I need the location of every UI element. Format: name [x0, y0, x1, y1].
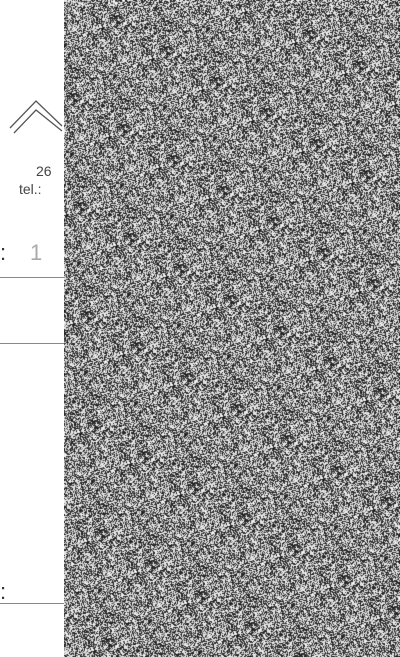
- divider-line-2: [0, 343, 64, 344]
- field-label-2: :: [0, 579, 7, 604]
- tel-label: tel.:: [19, 181, 42, 197]
- field-value-1: 1: [30, 240, 45, 265]
- divider-line-1: [0, 277, 64, 278]
- divider-line-3: [0, 603, 64, 604]
- noise-overlay: [64, 0, 400, 657]
- address-fragment: 26: [36, 163, 52, 179]
- roof-logo-icon: [9, 100, 63, 134]
- field-label-1: :: [0, 240, 7, 265]
